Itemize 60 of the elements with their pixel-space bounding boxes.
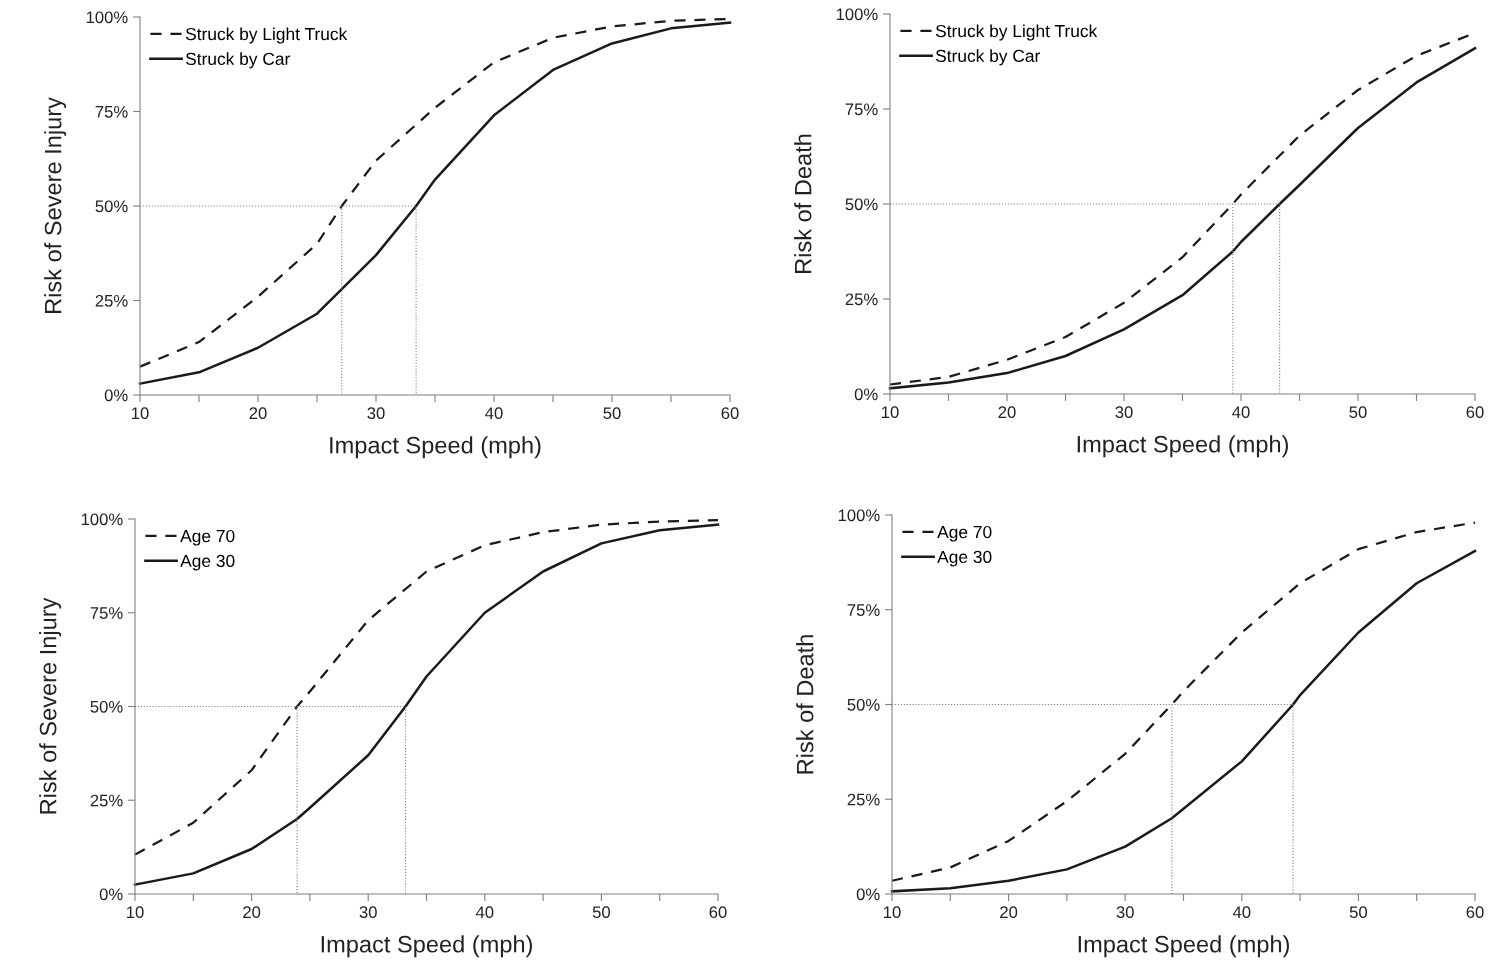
y-tick-label: 25% bbox=[845, 293, 878, 306]
x-tick-label: 10 bbox=[127, 906, 144, 919]
y-tick-label: 100% bbox=[86, 11, 128, 24]
x-tick-label: 20 bbox=[1000, 906, 1018, 919]
y-tick-label: 75% bbox=[90, 607, 123, 619]
legend-label: Struck by Light Truck bbox=[185, 27, 348, 44]
x-tick-label: 10 bbox=[884, 906, 901, 919]
x-tick-label: 20 bbox=[998, 406, 1016, 419]
y-tick-label: 25% bbox=[95, 294, 128, 307]
legend-label: Age 70 bbox=[937, 525, 992, 542]
x-axis-title: Impact Speed (mph) bbox=[1077, 435, 1288, 458]
legend-label: Age 30 bbox=[937, 550, 992, 567]
y-tick-label: 0% bbox=[854, 388, 878, 401]
y-tick-label: 75% bbox=[95, 105, 128, 118]
legend-label: Age 30 bbox=[180, 554, 235, 571]
x-tick-label: 30 bbox=[1115, 406, 1133, 419]
x-tick-label: 50 bbox=[603, 407, 621, 420]
x-tick-label: 20 bbox=[243, 906, 261, 919]
y-tick-label: 100% bbox=[838, 509, 880, 522]
y-axis-title: Risk of Severe Injury bbox=[44, 97, 67, 313]
legend-label: Struck by Car bbox=[935, 49, 1041, 66]
x-axis-title: Impact Speed (mph) bbox=[1078, 935, 1289, 958]
x-tick-label: 50 bbox=[1349, 906, 1368, 919]
x-tick-label: 30 bbox=[359, 906, 377, 919]
x-tick-label: 60 bbox=[1466, 906, 1484, 919]
y-tick-label: 100% bbox=[81, 513, 123, 526]
x-tick-label: 60 bbox=[1466, 406, 1484, 419]
x-tick-label: 50 bbox=[592, 906, 611, 919]
x-axis-title: Impact Speed (mph) bbox=[321, 935, 532, 958]
y-tick-label: 25% bbox=[90, 794, 123, 807]
y-tick-label: 0% bbox=[104, 389, 128, 402]
x-tick-label: 20 bbox=[249, 407, 267, 420]
x-tick-label: 60 bbox=[721, 407, 739, 420]
y-tick-label: 75% bbox=[845, 103, 878, 116]
legend-label: Struck by Light Truck bbox=[935, 24, 1098, 41]
x-tick-label: 10 bbox=[132, 407, 149, 420]
y-axis-title: Risk of Severe Injury bbox=[39, 597, 62, 814]
x-tick-label: 40 bbox=[475, 906, 494, 919]
x-tick-label: 30 bbox=[1116, 906, 1134, 919]
x-tick-label: 40 bbox=[1232, 906, 1251, 919]
y-tick-label: 75% bbox=[847, 604, 880, 616]
x-axis-title: Impact Speed (mph) bbox=[330, 436, 541, 459]
y-tick-label: 50% bbox=[95, 200, 128, 213]
y-tick-label: 25% bbox=[847, 793, 880, 806]
y-axis-title: Risk of Death bbox=[796, 635, 814, 774]
x-tick-label: 10 bbox=[882, 406, 899, 419]
y-axis-title: Risk of Death bbox=[794, 134, 812, 273]
x-tick-label: 60 bbox=[709, 906, 727, 919]
x-tick-label: 30 bbox=[367, 407, 385, 420]
y-tick-label: 50% bbox=[845, 198, 878, 211]
y-tick-label: 50% bbox=[90, 700, 123, 713]
legend-label: Struck by Car bbox=[185, 52, 291, 69]
legend-label: Age 70 bbox=[180, 529, 235, 546]
y-tick-label: 100% bbox=[836, 8, 878, 21]
y-tick-label: 0% bbox=[856, 888, 880, 901]
y-tick-label: 50% bbox=[847, 698, 880, 711]
y-tick-label: 0% bbox=[99, 888, 123, 901]
x-tick-label: 40 bbox=[1232, 406, 1250, 419]
x-tick-label: 40 bbox=[485, 407, 503, 420]
x-tick-label: 50 bbox=[1349, 406, 1367, 419]
